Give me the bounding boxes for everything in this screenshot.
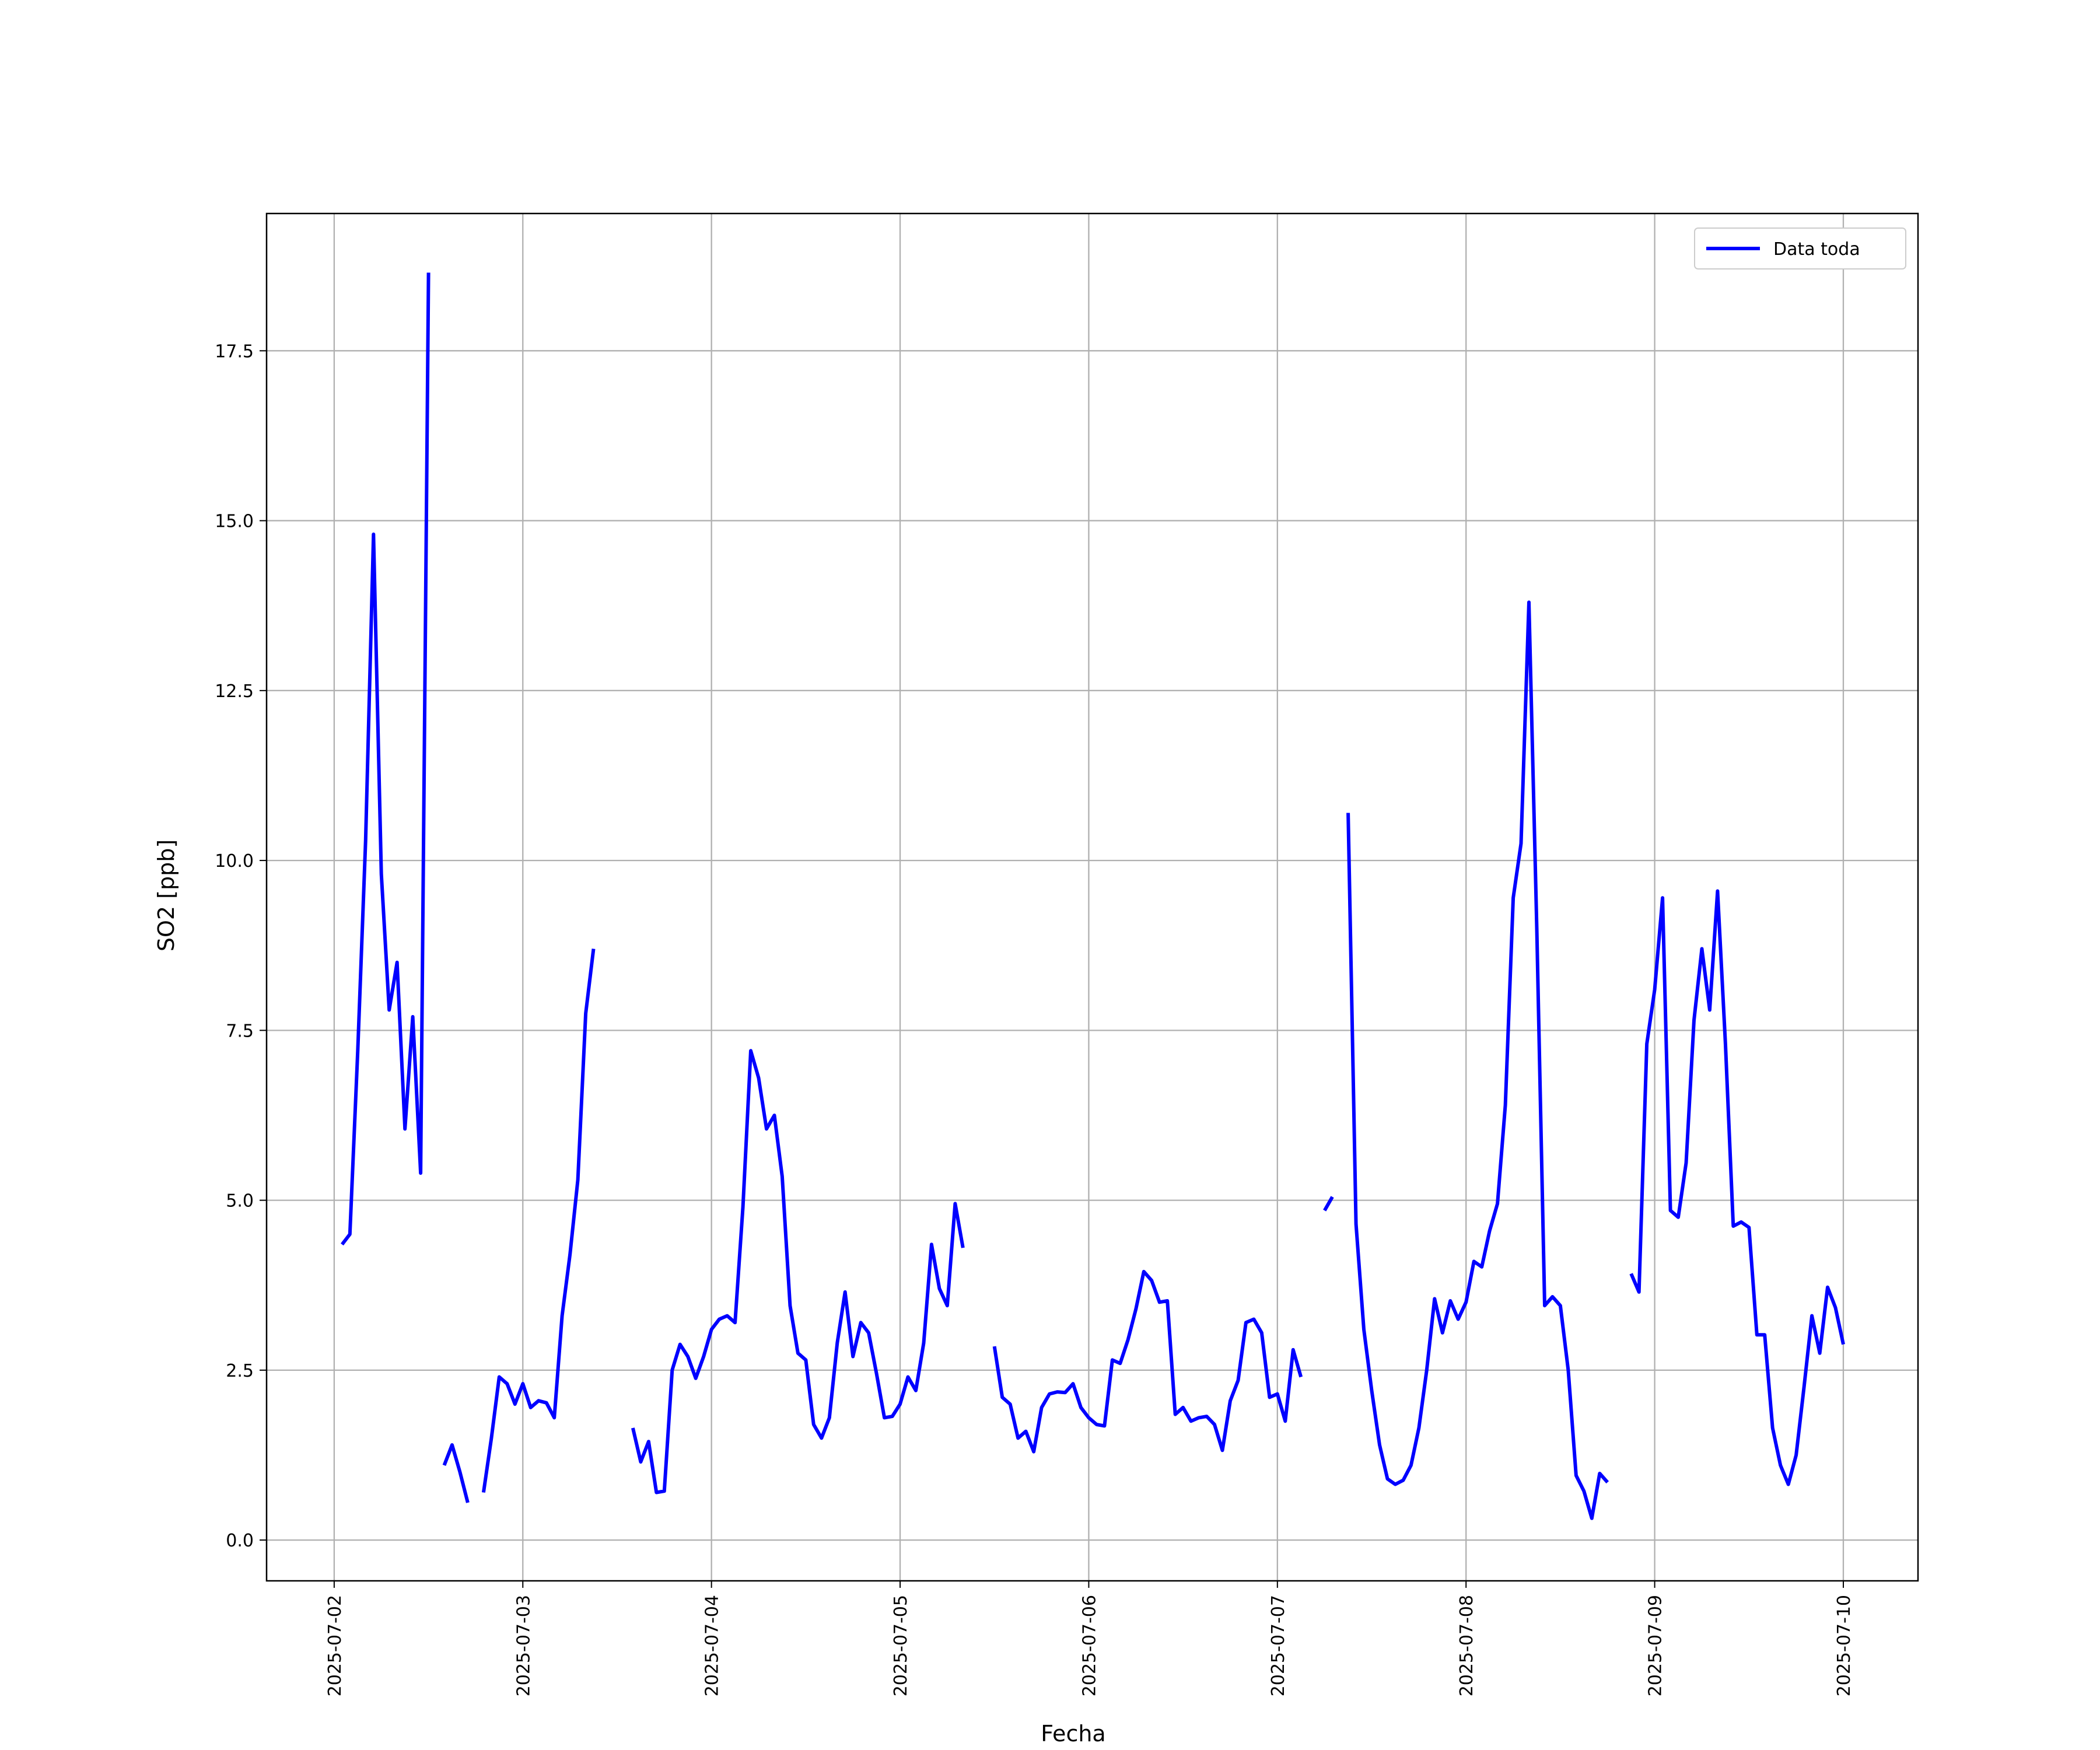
- x-tick-label: 2025-07-02: [325, 1595, 345, 1696]
- y-tick-label: 5.0: [226, 1191, 254, 1212]
- x-tick-label: 2025-07-04: [702, 1595, 723, 1696]
- y-tick-label: 0.0: [226, 1531, 254, 1551]
- x-tick-label: 2025-07-06: [1079, 1595, 1100, 1696]
- x-tick-label: 2025-07-09: [1646, 1595, 1666, 1696]
- y-axis-label: SO2 [ppb]: [153, 839, 179, 951]
- x-axis-label: Fecha: [1041, 1721, 1105, 1746]
- x-tick-label: 2025-07-03: [513, 1595, 534, 1696]
- y-tick-label: 17.5: [215, 341, 254, 362]
- data-line: [341, 272, 1845, 1520]
- x-tick-label: 2025-07-07: [1268, 1595, 1289, 1696]
- x-tick-label: 2025-07-10: [1834, 1595, 1854, 1696]
- y-tick-label: 10.0: [215, 851, 254, 872]
- y-tick-label: 12.5: [215, 681, 254, 702]
- legend: Data toda: [1694, 228, 1906, 270]
- legend-label: Data toda: [1773, 239, 1860, 260]
- x-tick-label: 2025-07-05: [891, 1595, 911, 1696]
- y-tick-label: 7.5: [226, 1021, 254, 1041]
- x-tick-label: 2025-07-08: [1457, 1595, 1477, 1696]
- plot-frame: [265, 212, 1919, 1582]
- y-tick-label: 15.0: [215, 512, 254, 532]
- legend-box: [1694, 228, 1906, 270]
- y-tick-label: 2.5: [226, 1361, 254, 1381]
